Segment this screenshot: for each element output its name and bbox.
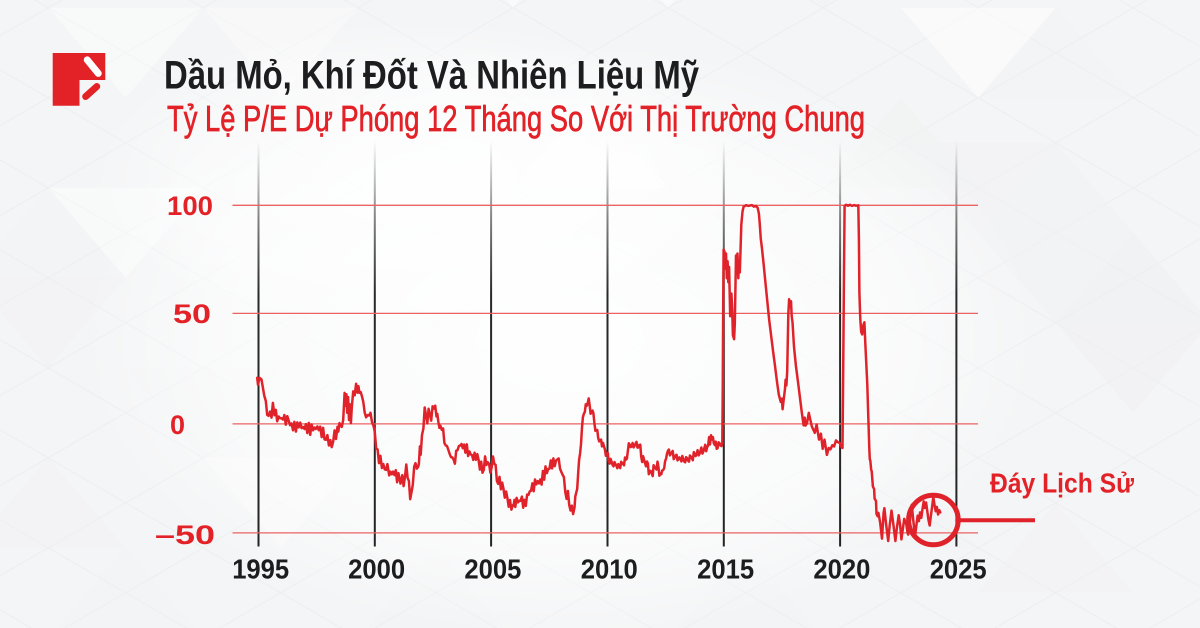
svg-text:–50: –50 <box>155 520 215 550</box>
svg-text:2010: 2010 <box>581 553 638 584</box>
svg-text:0: 0 <box>170 410 185 440</box>
svg-text:1995: 1995 <box>232 553 289 584</box>
svg-text:Đáy Lịch Sử: Đáy Lịch Sử <box>990 468 1135 499</box>
svg-text:2025: 2025 <box>930 553 987 584</box>
svg-text:2020: 2020 <box>813 553 870 584</box>
svg-text:100: 100 <box>167 191 213 221</box>
svg-text:2015: 2015 <box>697 553 754 584</box>
svg-text:2000: 2000 <box>348 553 405 584</box>
svg-text:2005: 2005 <box>464 553 521 584</box>
svg-text:Tỷ Lệ P/E Dự Phóng 12 Tháng So: Tỷ Lệ P/E Dự Phóng 12 Tháng So Với Thị T… <box>167 98 865 139</box>
svg-text:Dầu Mỏ, Khí Đốt Và Nhiên Liệu: Dầu Mỏ, Khí Đốt Và Nhiên Liệu Mỹ <box>164 54 700 98</box>
svg-text:50: 50 <box>173 299 211 329</box>
